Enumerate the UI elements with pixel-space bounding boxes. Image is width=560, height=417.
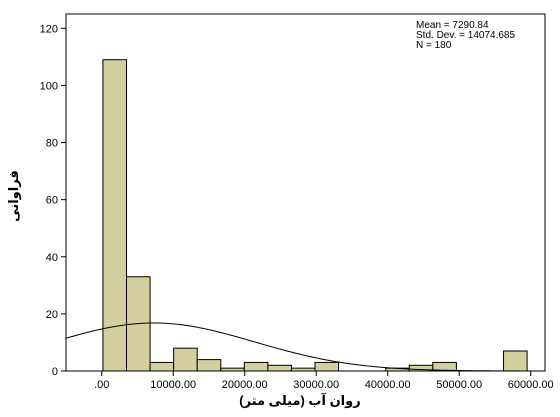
histogram-bar xyxy=(220,367,245,372)
histogram-bar xyxy=(290,367,316,372)
x-tick-label: 40000.00 xyxy=(365,379,411,391)
x-tick-label: 10000.00 xyxy=(150,379,196,391)
histogram-bar xyxy=(314,361,340,372)
histogram-bar xyxy=(102,59,128,372)
y-axis-title: فراوانی xyxy=(6,170,21,222)
normal-curve xyxy=(65,322,545,372)
y-tick-label: 40 xyxy=(46,252,58,264)
normal-curve-layer xyxy=(65,322,545,372)
histogram-bar xyxy=(503,350,528,372)
y-tick-label: 0 xyxy=(52,366,58,378)
stats-box: Mean = 7290.84 Std. Dev. = 14074.685 N =… xyxy=(416,20,515,51)
histogram-bar xyxy=(196,359,222,372)
histogram-bar xyxy=(243,361,269,372)
x-tick-label: 30000.00 xyxy=(293,379,339,391)
y-tick-label: 80 xyxy=(46,138,58,150)
histogram-bar xyxy=(173,347,198,372)
y-tick-label: 60 xyxy=(46,195,58,207)
histogram-bar xyxy=(432,361,457,372)
stats-mean-label: Mean = 7290.84 xyxy=(416,20,489,31)
y-tick-label: 120 xyxy=(40,23,58,35)
histogram-bar xyxy=(267,364,292,372)
y-tick-label: 100 xyxy=(40,80,58,92)
x-tick-label: 20000.00 xyxy=(222,379,268,391)
x-tick-label: 60000.00 xyxy=(508,379,554,391)
y-tick-label: 20 xyxy=(46,309,58,321)
histogram-bar xyxy=(149,361,175,372)
x-axis-title: روان آب (میلی متر) xyxy=(239,392,360,408)
ticks-layer: .00 10000.00 20000.00 30000.00 40000.00 50000… xyxy=(40,23,554,391)
x-tick-label: .00 xyxy=(94,379,109,391)
stats-std-label: Std. Dev. = 14074.685 xyxy=(416,30,515,41)
bars-layer xyxy=(102,59,528,372)
stats-n-label: N = 180 xyxy=(416,40,452,51)
x-tick-label: 50000.00 xyxy=(436,379,482,391)
